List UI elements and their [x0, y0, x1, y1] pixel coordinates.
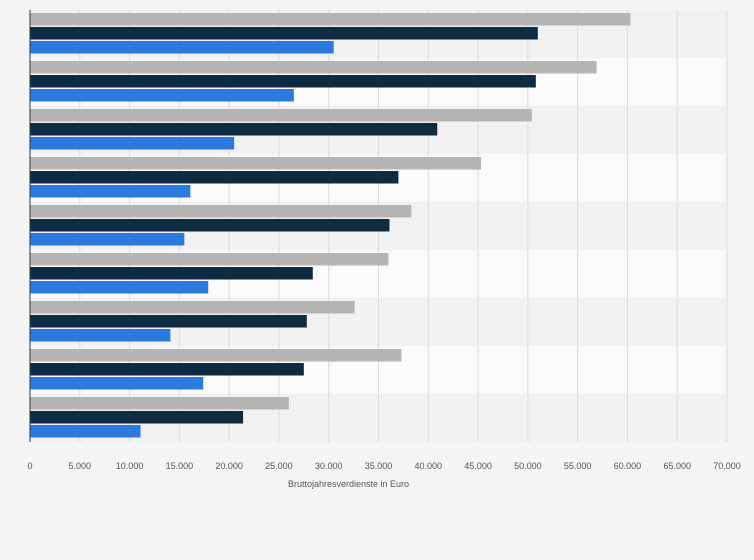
- bar: [30, 157, 482, 170]
- bar: [30, 123, 438, 136]
- bar: [30, 301, 355, 314]
- bar: [30, 171, 399, 184]
- x-tick-label: 20.000: [215, 461, 243, 471]
- bar: [30, 329, 171, 342]
- bar: [30, 233, 185, 246]
- x-axis-label: Bruttojahresverdienste in Euro: [288, 479, 409, 489]
- bar: [30, 89, 294, 102]
- x-tick-label: 0: [27, 461, 32, 471]
- bar: [30, 219, 390, 232]
- bar: [30, 27, 538, 40]
- bar: [30, 315, 307, 328]
- bar: [30, 137, 235, 150]
- x-tick-label: 45.000: [464, 461, 492, 471]
- x-tick-label: 10.000: [116, 461, 144, 471]
- bar: [30, 61, 597, 74]
- bar: [30, 41, 334, 54]
- bar: [30, 75, 536, 88]
- x-tick-label: 60.000: [614, 461, 642, 471]
- x-tick-label: 25.000: [265, 461, 293, 471]
- x-tick-label: 55.000: [564, 461, 592, 471]
- bar: [30, 109, 532, 122]
- x-tick-label: 35.000: [365, 461, 393, 471]
- x-tick-label: 15.000: [166, 461, 194, 471]
- bar: [30, 377, 204, 390]
- bar: [30, 349, 402, 362]
- x-tick-label: 40.000: [415, 461, 443, 471]
- x-tick-label: 30.000: [315, 461, 343, 471]
- bar: [30, 363, 304, 376]
- bar: [30, 397, 289, 410]
- x-tick-label: 70.000: [713, 461, 741, 471]
- bar: [30, 185, 191, 198]
- x-axis-ticks: 0 5.000 10.000 15.000 20.000 25.000 30.000 35.0…: [27, 461, 740, 471]
- bar: [30, 267, 313, 280]
- x-tick-label: 65.000: [663, 461, 691, 471]
- bar: [30, 205, 412, 218]
- bar: [30, 13, 631, 26]
- bar: [30, 253, 389, 266]
- bars: [30, 13, 631, 438]
- x-tick-label: 50.000: [514, 461, 542, 471]
- bar: [30, 411, 244, 424]
- bar: [30, 281, 209, 294]
- x-tick-label: 5.000: [69, 461, 92, 471]
- bar: [30, 425, 141, 438]
